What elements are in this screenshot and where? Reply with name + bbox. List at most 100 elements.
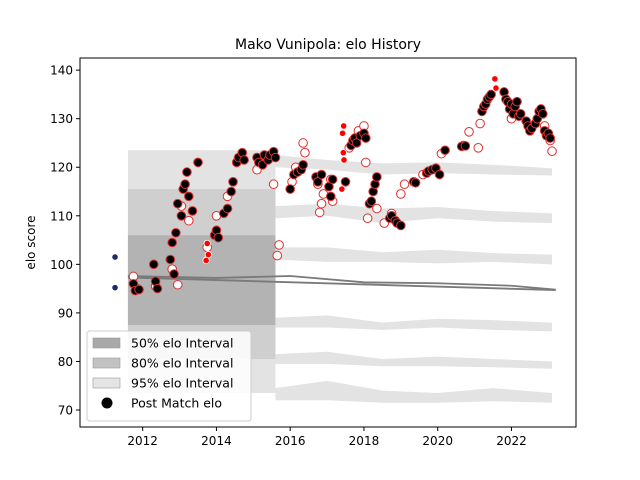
y-tick-label: 100 (50, 258, 73, 272)
y-axis-label: elo score (24, 215, 38, 269)
post-match-point (152, 283, 163, 294)
pre-match-point (362, 213, 373, 224)
post-match-point (366, 196, 377, 207)
post-match-point (486, 89, 496, 100)
x-tick-label: 2018 (349, 434, 380, 448)
faded-interval-band (275, 247, 553, 265)
pre-match-point (464, 127, 474, 137)
post-match-point (167, 237, 177, 248)
post-match-point (460, 141, 471, 151)
post-match-point (434, 169, 445, 180)
y-tick-label: 70 (58, 404, 73, 418)
post-match-point (285, 184, 296, 194)
faded-interval-band (275, 315, 553, 332)
trend-line (127, 276, 556, 291)
post-match-point (172, 198, 183, 209)
legend-swatch (92, 357, 121, 369)
highlight-point (340, 156, 348, 164)
pre-match-point (300, 147, 310, 158)
axes-frame (79, 57, 577, 428)
highlight-point (338, 185, 346, 193)
post-match-point (187, 206, 198, 216)
legend-label: 50% elo Interval (131, 336, 233, 351)
highlight-point (202, 256, 210, 265)
legend-label: 95% elo Interval (131, 376, 233, 391)
post-match-point (183, 191, 194, 202)
pre-match-point (268, 179, 279, 190)
legend-swatch (92, 377, 121, 389)
pre-match-point (183, 215, 194, 226)
y-tick-label: 110 (50, 209, 73, 223)
y-tick-label: 80 (58, 355, 73, 369)
post-match-point (176, 210, 187, 221)
post-match-point (325, 191, 336, 202)
chart-title: Mako Vunipola: elo History (235, 37, 421, 53)
post-match-point (340, 177, 351, 187)
post-match-point (515, 109, 526, 119)
faded-interval-band (275, 380, 553, 403)
y-tick-label: 90 (58, 306, 73, 320)
highlight-point (491, 75, 499, 83)
post-match-point (213, 232, 224, 243)
pre-match-point (172, 279, 183, 290)
legend-swatch (92, 337, 121, 349)
post-match-point (134, 284, 144, 295)
faded-interval-band (275, 155, 553, 176)
post-match-point (440, 145, 450, 156)
pre-match-point (316, 198, 327, 209)
post-match-point (512, 96, 522, 107)
x-tick-label: 2020 (422, 434, 453, 448)
plot-area (111, 75, 557, 403)
x-tick-label: 2016 (275, 434, 306, 448)
post-match-point (180, 179, 190, 190)
pre-match-point (372, 203, 382, 214)
faded-interval-band (275, 351, 553, 369)
x-axis: 2012 2014 2016 2018 2020 2022 (127, 427, 527, 448)
x-tick-label: 2022 (496, 434, 527, 448)
legend-label: Post Match elo (131, 396, 222, 411)
post-match-point (228, 177, 238, 187)
pre-match-point (399, 179, 410, 190)
post-match-point (222, 203, 233, 214)
post-match-point (545, 133, 555, 143)
post-match-point (239, 155, 249, 165)
post-match-point (316, 169, 327, 180)
pre-match-point (272, 250, 283, 261)
highlight-point (203, 239, 211, 248)
pre-match-point (360, 157, 371, 168)
faded-interval-band (275, 203, 553, 224)
post-match-point (538, 109, 548, 119)
y-tick-label: 120 (50, 161, 73, 175)
legend-label: 80% elo Interval (131, 356, 233, 371)
pre-match-point (547, 146, 557, 157)
x-tick-label: 2012 (127, 434, 158, 448)
post-match-point (182, 167, 192, 177)
pre-match-point (396, 189, 406, 199)
initial-point (111, 253, 119, 261)
trend-line (127, 275, 556, 291)
post-match-point (226, 186, 236, 197)
post-match-point (298, 160, 308, 170)
legend: 50% elo Interval 80% elo Interval 95% elo … (86, 330, 252, 422)
post-match-point (327, 174, 338, 185)
x-tick-label: 2014 (201, 434, 232, 448)
legend-box (86, 330, 252, 422)
pre-match-point (298, 138, 308, 148)
y-tick-label: 130 (50, 112, 73, 126)
pre-match-point (314, 207, 325, 218)
post-match-point (396, 220, 406, 231)
highlight-point (338, 129, 347, 137)
post-match-point (171, 227, 181, 238)
post-match-point (372, 172, 382, 182)
post-match-point (165, 254, 176, 265)
post-match-point (410, 177, 421, 188)
highlight-point (339, 149, 347, 157)
y-axis: 70 80 90 100 110 120 130 140 (50, 64, 80, 418)
initial-point (111, 284, 119, 292)
legend-marker (101, 397, 113, 409)
post-match-point (169, 269, 179, 279)
highlight-point (340, 122, 348, 130)
post-match-point (193, 157, 203, 168)
post-match-point (360, 133, 371, 143)
